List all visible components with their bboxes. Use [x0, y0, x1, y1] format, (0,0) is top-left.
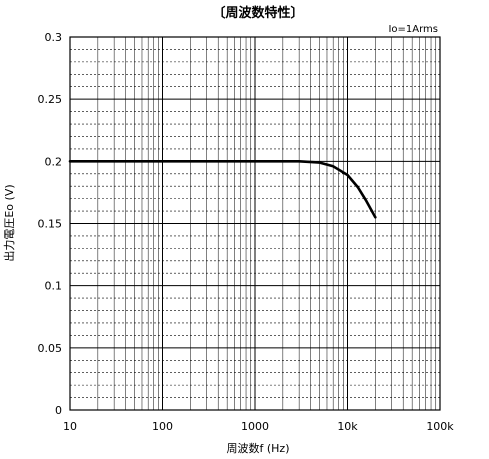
- y-tick-label: 0.3: [45, 31, 63, 44]
- series-layer: [68, 160, 377, 219]
- plot-frame: [69, 36, 441, 411]
- x-tick-label: 100k: [426, 420, 454, 433]
- y-tick-label: 0.1: [45, 280, 63, 293]
- condition-annotation: Io=1Arms: [388, 24, 438, 35]
- x-tick-label: 100: [152, 420, 173, 433]
- chart-title: 〔周波数特性〕: [212, 5, 303, 21]
- series-line: [68, 160, 377, 219]
- x-tick-label: 10k: [337, 420, 358, 433]
- y-tick-label: 0.2: [45, 155, 63, 168]
- x-tick-label: 1000: [241, 420, 269, 433]
- y-tick-label: 0: [55, 404, 62, 417]
- y-tick-label: 0.05: [38, 342, 63, 355]
- y-tick-labels: 0 0.05 0.1 0.15 0.2 0.25 0.3: [38, 31, 63, 417]
- y-tick-label: 0.15: [38, 218, 63, 231]
- x-tick-labels: 10 100 1000 10k 100k: [63, 420, 454, 433]
- x-axis-label: 周波数f (Hz): [227, 442, 290, 455]
- y-axis-label: 出力電圧Eo (V): [2, 184, 16, 261]
- y-tick-label: 0.25: [38, 93, 63, 106]
- x-tick-label: 10: [63, 420, 77, 433]
